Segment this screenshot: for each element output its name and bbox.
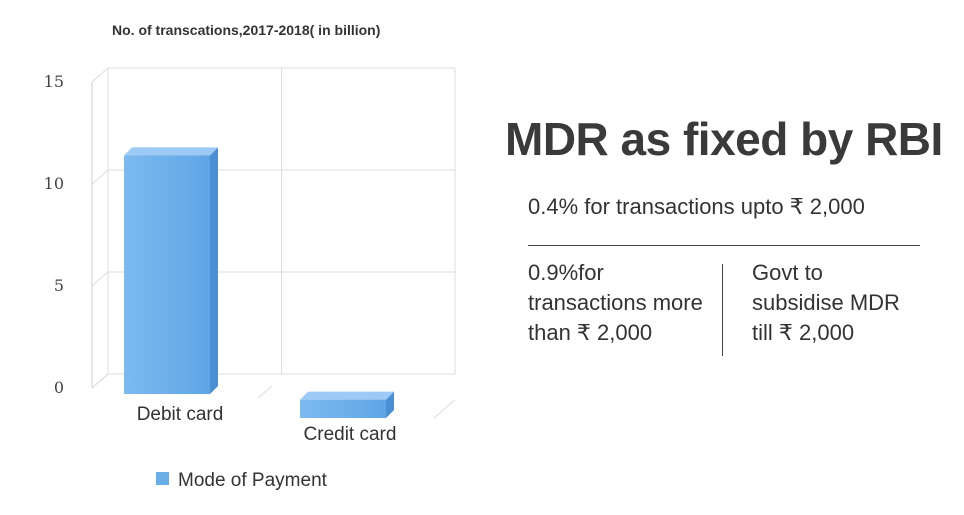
bar-side [210,147,218,394]
y-tick-label: 10 [44,174,64,193]
info-title: MDR as fixed by RBI [505,113,943,165]
subsidy-line: Govt to [752,260,823,285]
y-tick-label: 5 [54,276,64,295]
x-axis: Debit card Credit card [137,404,397,445]
bar-top [124,147,218,156]
y-tick-label: 15 [44,72,64,91]
y-axis: 0 5 10 15 [44,72,93,397]
gridline [257,385,273,399]
chart-title: No. of transcations,2017-2018( in billio… [112,22,381,38]
legend-swatch [156,472,169,485]
bar-debit-card [124,147,218,394]
x-tick-label: Debit card [137,404,224,425]
bar-front [300,399,386,418]
horizontal-divider [528,245,920,246]
gridline [91,67,109,83]
bar-front [124,155,210,394]
chart-legend: Mode of Payment [156,470,328,491]
y-tick-label: 0 [54,378,64,397]
bar-top [300,391,394,400]
bar-side [386,391,394,418]
subsidy-line: till ₹ 2,000 [752,320,855,345]
gridline [91,271,109,287]
rate-low-text: 0.4% for transactions upto ₹ 2,000 [528,194,865,219]
subsidy-text: Govt to subsidise MDR till ₹ 2,000 [752,258,932,348]
rate-high-text: 0.9%for transactions more than ₹ 2,000 [528,258,723,348]
subsidy-line: subsidise MDR [752,290,900,315]
chart-bars [124,147,394,418]
gridline [91,169,109,185]
gridline [91,373,109,389]
rate-high-line: transactions more [528,290,703,315]
gridline [433,399,456,419]
x-tick-label: Credit card [304,424,397,445]
rate-high-line: than ₹ 2,000 [528,320,653,345]
bar-credit-card [300,391,394,418]
legend-label: Mode of Payment [178,470,328,491]
vertical-divider [722,264,723,356]
rate-high-line: 0.9%for [528,260,604,285]
